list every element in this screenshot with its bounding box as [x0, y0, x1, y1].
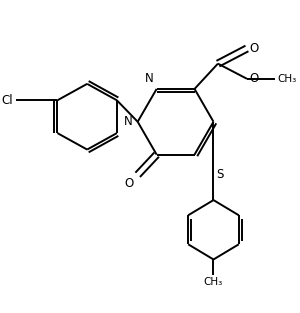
- Text: CH₃: CH₃: [204, 277, 223, 287]
- Text: CH₃: CH₃: [277, 74, 296, 84]
- Text: O: O: [250, 72, 259, 85]
- Text: S: S: [217, 168, 224, 181]
- Text: N: N: [146, 72, 154, 85]
- Text: O: O: [124, 177, 134, 190]
- Text: N: N: [124, 115, 133, 128]
- Text: Cl: Cl: [2, 94, 13, 107]
- Text: O: O: [250, 42, 259, 55]
